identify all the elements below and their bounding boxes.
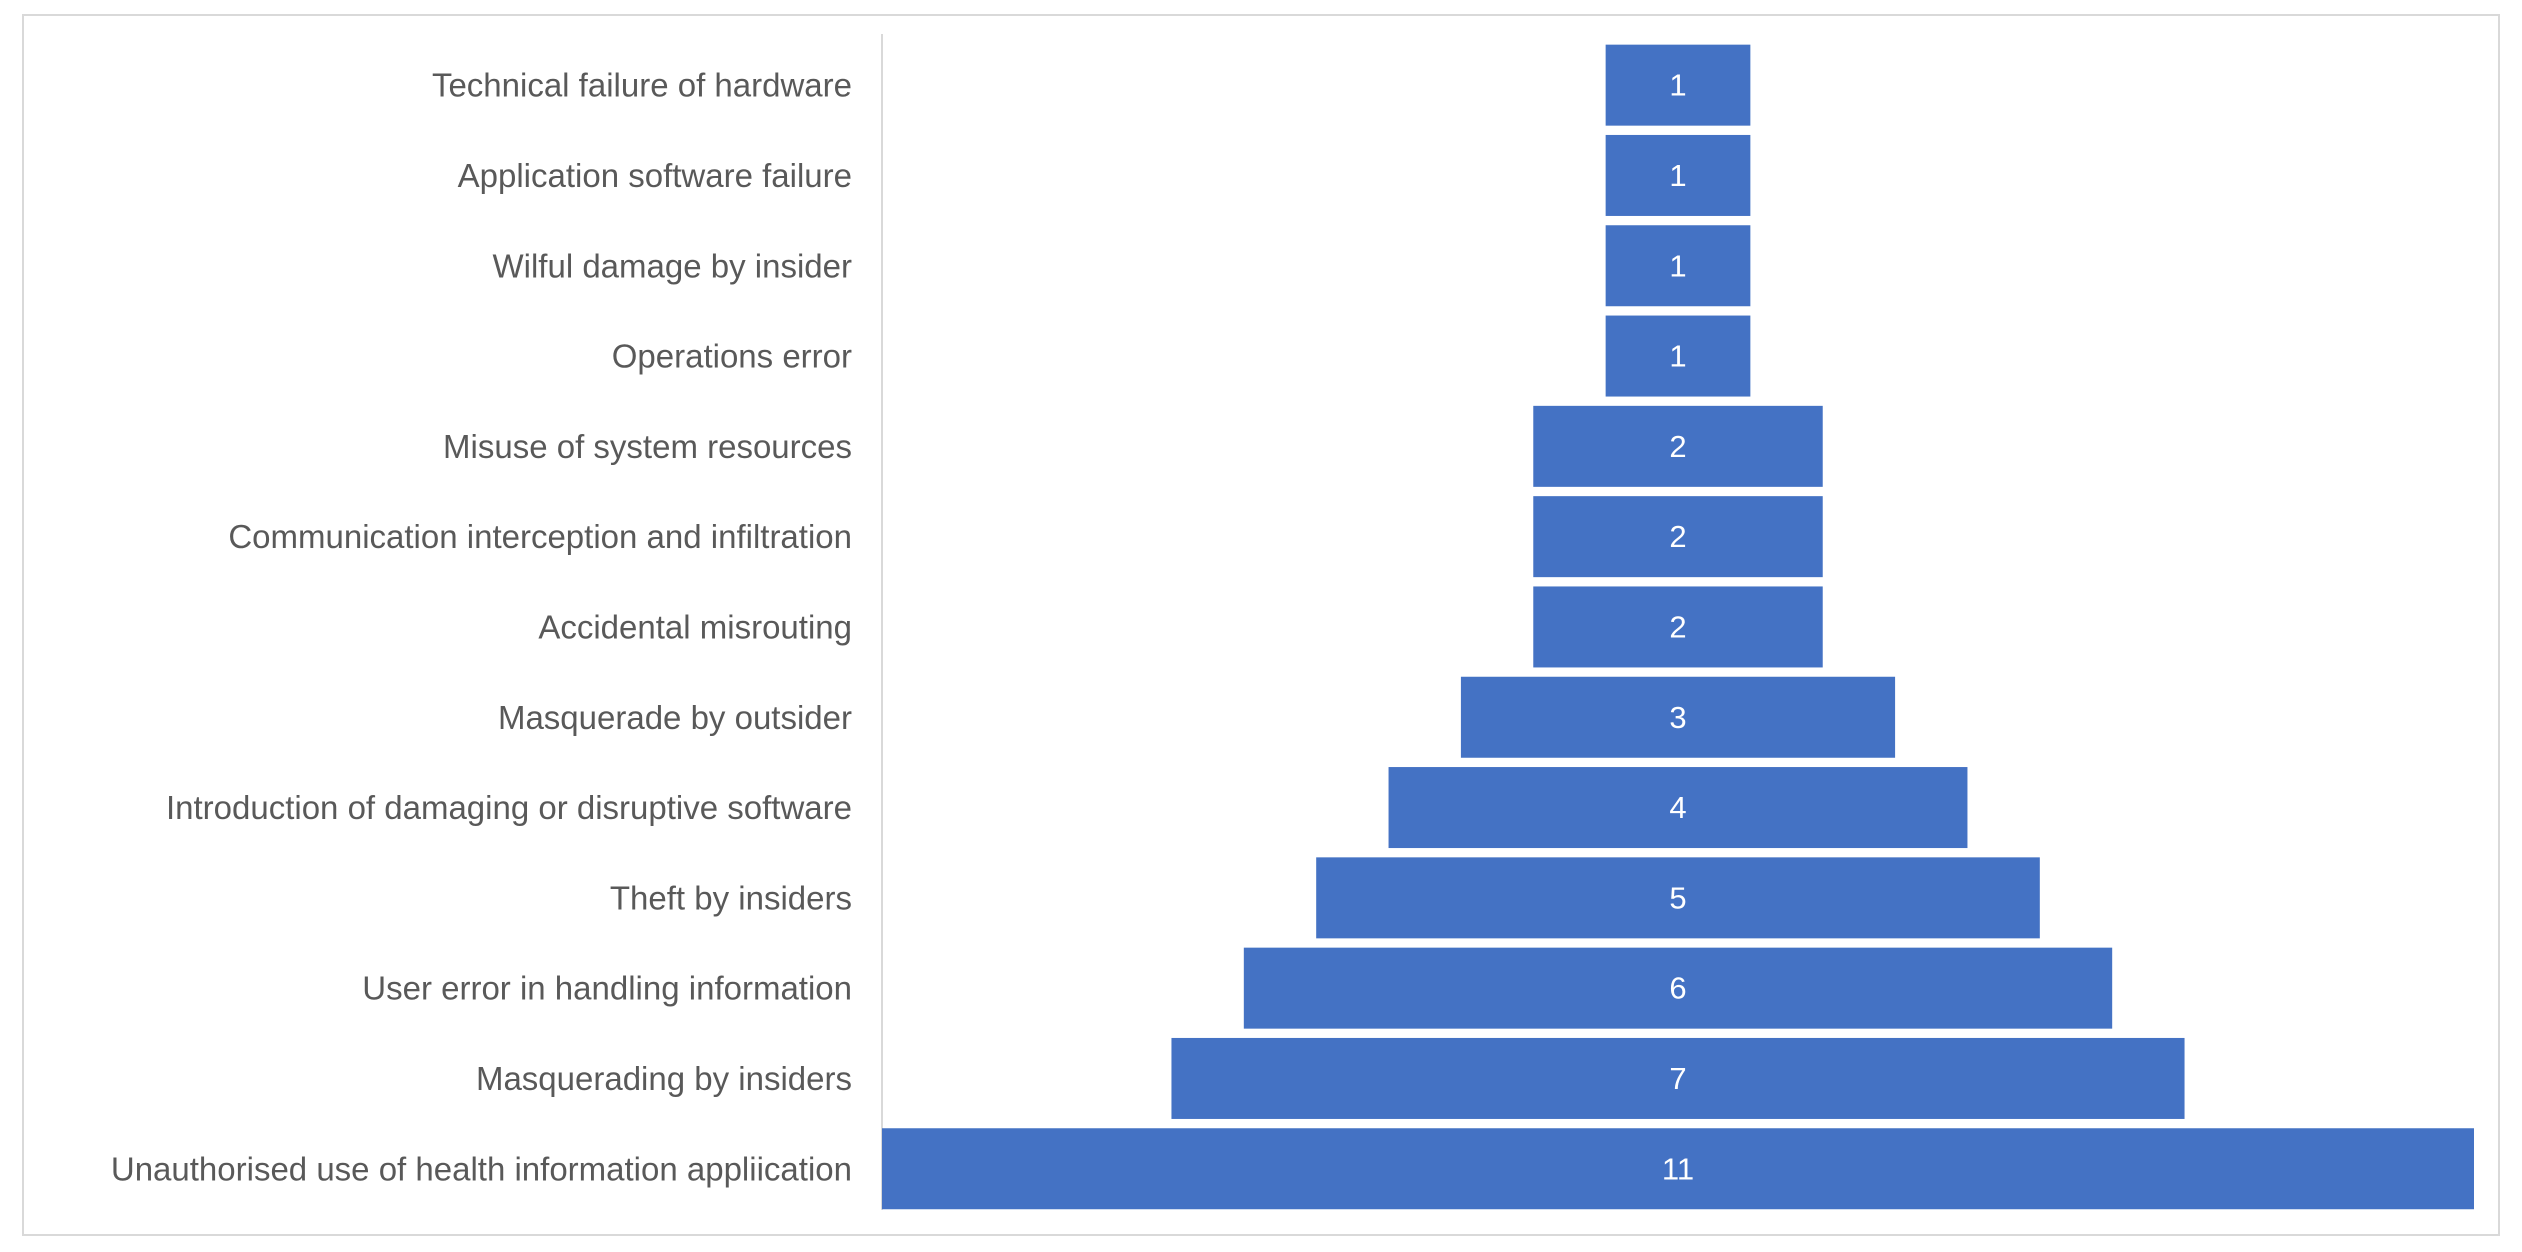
bar — [1605, 44, 1751, 126]
category-label: Wilful damage by insider — [493, 247, 853, 284]
data-label: 1 — [1669, 68, 1686, 103]
bar — [1460, 676, 1896, 758]
category-label: Misuse of system resources — [443, 428, 852, 465]
bar — [1243, 947, 2113, 1029]
bar — [1316, 857, 2040, 939]
data-label: 5 — [1669, 880, 1686, 915]
data-label: 4 — [1669, 790, 1686, 825]
bar — [1533, 496, 1823, 578]
data-label: 11 — [1662, 1151, 1694, 1186]
category-label: Masquerade by outsider — [498, 699, 852, 736]
data-label: 2 — [1669, 519, 1686, 554]
bar — [1533, 405, 1823, 487]
data-label: 1 — [1669, 339, 1686, 374]
category-label: Theft by insiders — [610, 879, 852, 916]
bars-group — [882, 44, 2474, 1210]
category-label: Unauthorised use of health information a… — [111, 1150, 852, 1187]
category-label: Technical failure of hardware — [432, 67, 852, 104]
data-label: 2 — [1669, 429, 1686, 464]
category-label: Operations error — [612, 338, 852, 375]
chart-frame — [22, 14, 2500, 1236]
data-label: 7 — [1669, 1061, 1686, 1096]
bar — [1533, 586, 1823, 668]
bar — [1388, 767, 1968, 849]
data-label: 1 — [1669, 248, 1686, 283]
data-label: 2 — [1669, 609, 1686, 644]
bar — [1605, 134, 1751, 216]
bar — [1605, 225, 1751, 307]
category-label: Introduction of damaging or disruptive s… — [166, 789, 852, 826]
category-label: User error in handling information — [362, 970, 852, 1007]
bar — [1171, 1037, 2185, 1119]
data-label: 1 — [1669, 158, 1686, 193]
category-label: Application software failure — [458, 157, 852, 194]
data-label: 3 — [1669, 700, 1686, 735]
data-label: 6 — [1669, 971, 1686, 1006]
category-label: Masquerading by insiders — [476, 1060, 852, 1097]
bar — [882, 1128, 2474, 1210]
category-label: Accidental misrouting — [538, 608, 852, 645]
category-labels: Technical failure of hardware Application… — [111, 67, 852, 1188]
category-label: Communication interception and infiltrat… — [228, 518, 852, 555]
bar — [1605, 315, 1751, 397]
